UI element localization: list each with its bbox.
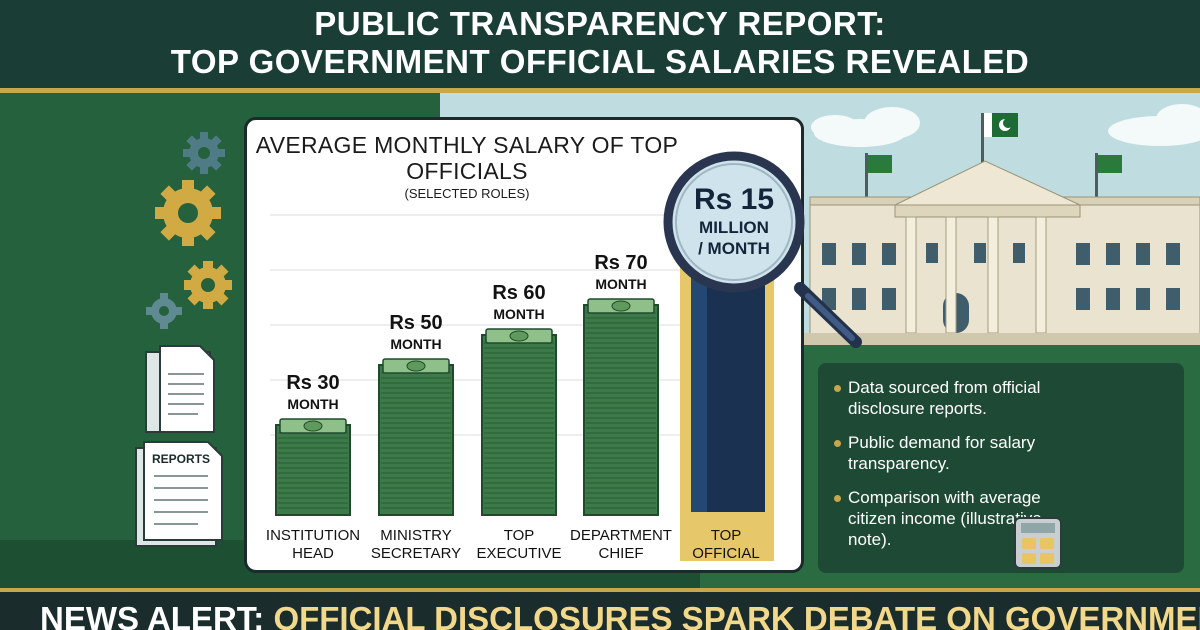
magnifier-amount: Rs 15 <box>693 183 775 216</box>
chart-title: AVERAGE MONTHLY SALARY OF TOP OFFICIALS <box>255 132 679 184</box>
category-label: INSTITUTION <box>266 527 360 544</box>
report-header: PUBLIC TRANSPARENCY REPORT: TOP GOVERNME… <box>0 0 1200 88</box>
flag-icon <box>1095 153 1122 233</box>
note-text: Comparison with average citizen income (… <box>848 488 1042 549</box>
category-label: CHIEF <box>599 545 644 562</box>
notes-list: Data sourced from official disclosure re… <box>834 377 1168 550</box>
reports-icon <box>135 441 223 547</box>
category-label: TOP <box>711 527 742 544</box>
magnifier-icon <box>663 151 805 293</box>
bullet-icon <box>834 440 841 447</box>
value-unit-label: MONTH <box>390 336 441 352</box>
header-title-line-1: PUBLIC TRANSPARENCY REPORT: <box>314 5 886 42</box>
money-stack <box>275 424 351 516</box>
magnifier-handle-highlight <box>805 293 855 341</box>
money-seal <box>303 420 323 432</box>
gear-icon <box>146 293 182 329</box>
news-alert-label: NEWS ALERT: <box>40 600 265 630</box>
note-text: Data sourced from official disclosure re… <box>848 378 1041 418</box>
value-label: Rs 60 <box>492 282 545 304</box>
building <box>809 160 1200 344</box>
money-seal <box>406 360 426 372</box>
category-label: DEPARTMENT <box>570 527 672 544</box>
money-stack <box>481 334 557 516</box>
news-ticker: NEWS ALERT: OFFICIAL DISCLOSURES SPARK D… <box>0 588 1200 630</box>
note-item: Data sourced from official disclosure re… <box>834 377 1074 419</box>
magnifier-unit-line-1: MILLION <box>699 218 769 237</box>
news-headline: OFFICIAL DISCLOSURES SPARK DEBATE ON GOV… <box>273 600 1200 630</box>
value-unit-label: MONTH <box>287 396 338 412</box>
reports-label: REPORTS <box>152 452 211 466</box>
magnifier-label: Rs 15 MILLION / MONTH <box>676 183 792 259</box>
category-label: HEAD <box>292 545 334 562</box>
value-unit-label: MONTH <box>493 306 544 322</box>
note-text: Public demand for salary transparency. <box>848 433 1036 473</box>
calculator-icon <box>1014 517 1062 569</box>
bullet-icon <box>834 495 841 502</box>
bullet-icon <box>834 385 841 392</box>
money-seal <box>509 330 529 342</box>
value-label: Rs 50 <box>389 312 442 334</box>
gear-icon <box>184 261 232 309</box>
category-label: MINISTRY <box>380 527 451 544</box>
ticker-text: NEWS ALERT: OFFICIAL DISCLOSURES SPARK D… <box>40 600 1200 630</box>
value-label: Rs 70 <box>594 252 647 274</box>
note-item: Public demand for salary transparency. <box>834 432 1074 474</box>
value-unit-label: MONTH <box>595 276 646 292</box>
notes-panel: Data sourced from official disclosure re… <box>818 363 1184 573</box>
magnifier-inner-ring <box>675 163 793 281</box>
gears <box>146 132 232 329</box>
flag-icon <box>865 153 892 233</box>
building-steps <box>800 333 1200 345</box>
category-label: SECRETARY <box>371 545 461 562</box>
highlight-bar-shade <box>691 262 707 512</box>
category-label: EXECUTIVE <box>476 545 561 562</box>
cloud-icon <box>1108 104 1200 146</box>
category-label: OFFICIAL <box>692 545 760 562</box>
header-title-line-2: TOP GOVERNMENT OFFICIAL SALARIES REVEALE… <box>170 43 1030 80</box>
money-stack <box>583 304 659 516</box>
magnifier-unit-line-2: / MONTH <box>698 239 770 258</box>
government-building-scene <box>800 104 1200 345</box>
flag-icon <box>981 113 1018 183</box>
gear-icon <box>155 180 221 246</box>
money-seal <box>611 300 631 312</box>
value-label: Rs 30 <box>286 372 339 394</box>
header-divider <box>0 88 1200 93</box>
ticker-divider <box>0 588 1200 592</box>
note-item: Comparison with average citizen income (… <box>834 487 1074 550</box>
cloud-icon <box>811 107 920 147</box>
money-stack <box>378 364 454 516</box>
documents <box>135 345 223 547</box>
chart-subtitle: (SELECTED ROLES) <box>404 186 530 201</box>
document-icon <box>145 345 215 433</box>
gear-icon <box>183 132 225 174</box>
category-label: TOP <box>504 527 535 544</box>
